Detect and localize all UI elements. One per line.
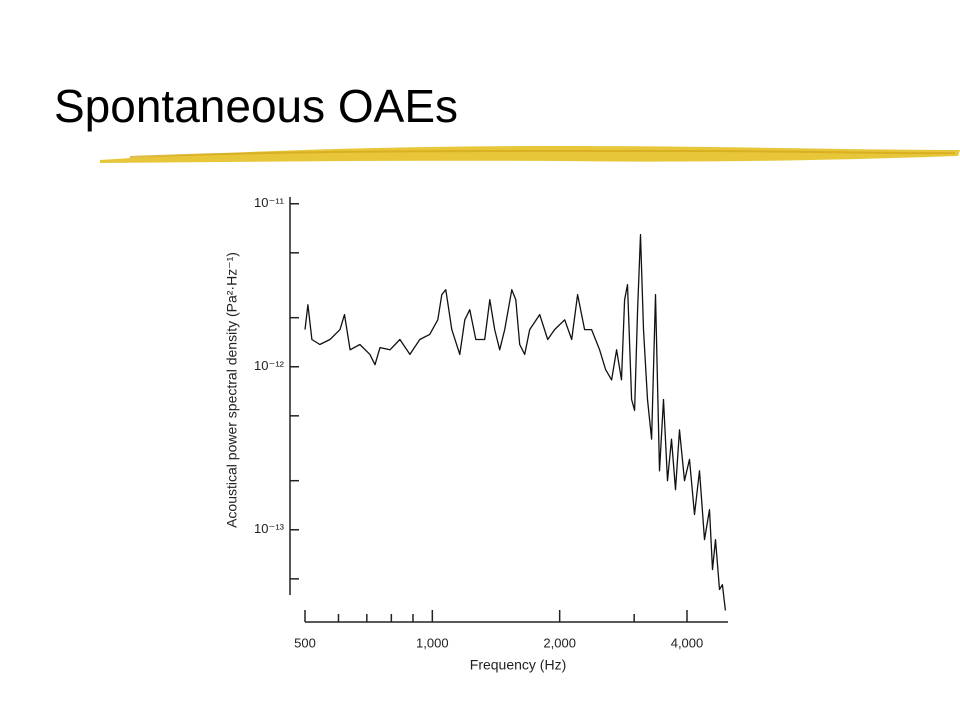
x-axis-title: Frequency (Hz)	[470, 657, 566, 673]
y-tick-label: 10⁻¹³	[254, 521, 285, 536]
x-tick-label: 1,000	[416, 635, 449, 650]
x-tick-label: 4,000	[671, 635, 704, 650]
brush-streak	[129, 149, 956, 158]
y-axis-title: Acoustical power spectral density (Pa²·H…	[224, 252, 240, 528]
slide-title: Spontaneous OAEs	[54, 80, 458, 132]
x-tick-label: 500	[294, 635, 316, 650]
x-tick-label: 2,000	[543, 635, 576, 650]
y-tick-label: 10⁻¹²	[254, 358, 285, 373]
spectrum-line	[304, 234, 727, 611]
y-tick-label: 10⁻¹¹	[254, 195, 285, 210]
